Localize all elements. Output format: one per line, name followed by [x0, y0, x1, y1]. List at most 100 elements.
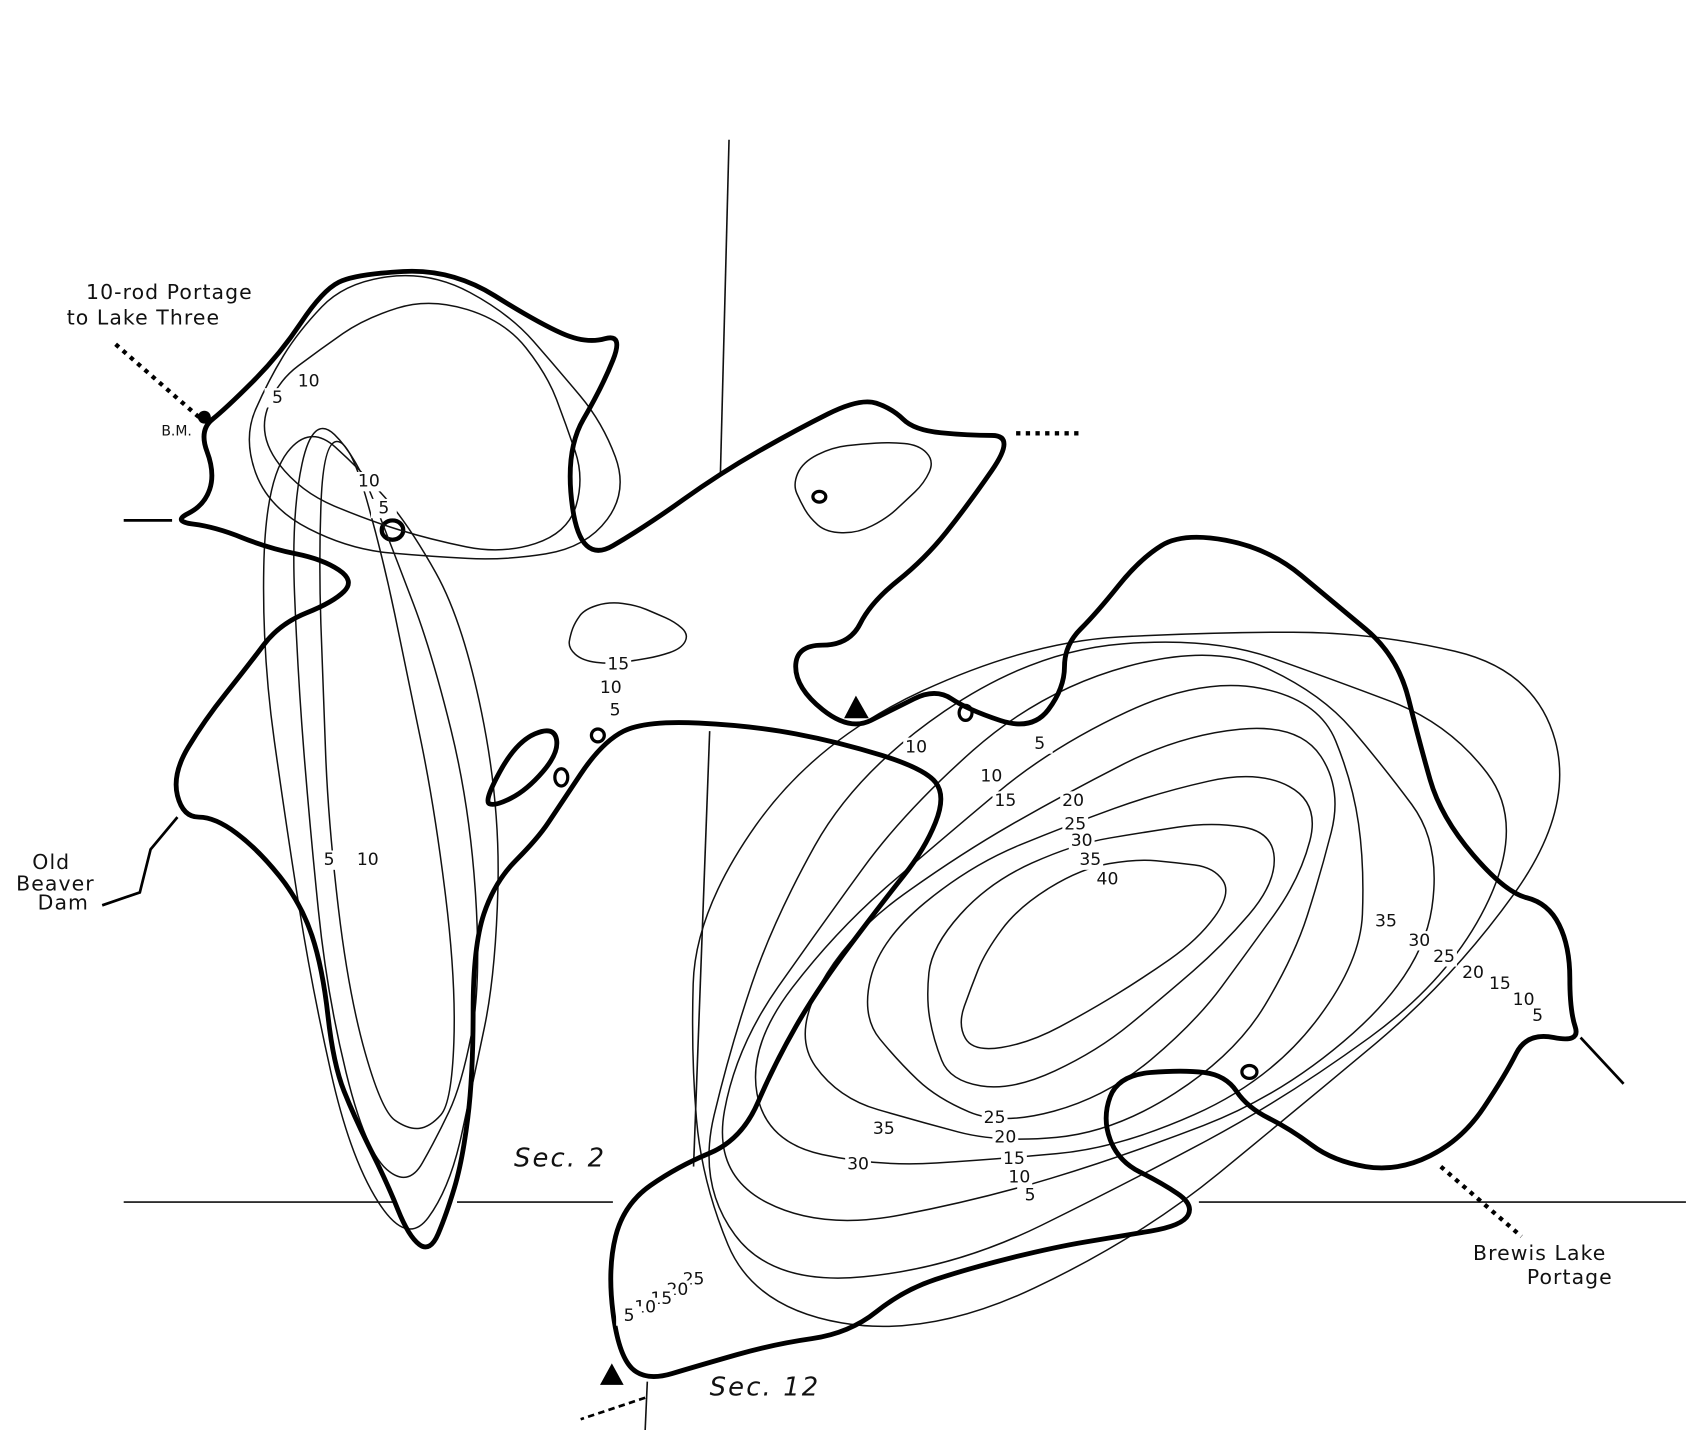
depth-label: 40 [1097, 870, 1119, 890]
depth-label: 10 [358, 472, 380, 492]
contour [708, 641, 1508, 1279]
label-bg [597, 678, 624, 698]
contour [804, 727, 1336, 1140]
label-bg [845, 1154, 871, 1175]
contour [568, 602, 688, 664]
label: 10-rod Portage [86, 280, 253, 304]
depth-label: 25 [1433, 947, 1455, 967]
section-line [719, 139, 730, 474]
label-bg [1431, 947, 1457, 967]
label-bg [264, 388, 291, 408]
depth-label: 10 [1513, 990, 1535, 1010]
depth-label: 10 [357, 850, 379, 870]
label-bg [354, 850, 381, 870]
depth-label: 5 [272, 388, 283, 408]
depth-label: 15 [1489, 974, 1511, 994]
label-bg [1524, 1006, 1551, 1026]
portage-trail [1439, 1164, 1523, 1239]
rock [811, 489, 828, 504]
label-bg [316, 850, 342, 870]
depth-label: 10 [1008, 1167, 1030, 1187]
label-bg [1026, 734, 1053, 754]
label-bg [1510, 990, 1537, 1010]
label-bg [1460, 963, 1486, 983]
label-bg [981, 1108, 1008, 1128]
contour [794, 442, 932, 534]
label: Dam [38, 891, 89, 915]
label-bg [1017, 1185, 1043, 1206]
depth-label: 30 [1071, 831, 1093, 851]
label: to Lake Three [67, 306, 220, 330]
label: Old [32, 850, 70, 874]
depth-label: 20 [994, 1128, 1016, 1148]
contour [721, 654, 1435, 1222]
triangle-marker [600, 1363, 624, 1385]
depth-label: 20 [1062, 791, 1084, 811]
triangle-marker [844, 695, 869, 719]
depth-label: 35 [1079, 850, 1101, 870]
depth-label: 5 [1034, 734, 1045, 754]
label: Brewis Lake [1473, 1241, 1606, 1265]
shoreline-path [173, 268, 1579, 1379]
symbols [101, 340, 1625, 1421]
depth-label: 35 [873, 1119, 895, 1139]
shoreline [173, 268, 1579, 1379]
contour [263, 302, 581, 551]
depth-label: 10 [980, 766, 1002, 786]
depth-label: 25 [984, 1108, 1006, 1128]
label-bg [1373, 911, 1399, 932]
label-bg [616, 1306, 642, 1326]
depth-label: 15 [607, 654, 629, 674]
inlet-arrow [580, 1396, 646, 1421]
label-bg [355, 472, 382, 492]
contour [293, 427, 479, 1178]
label-bg [1094, 869, 1121, 890]
label-bg [1068, 831, 1095, 851]
depth-label: 15 [994, 791, 1016, 811]
label-bg [605, 654, 632, 675]
contour [319, 440, 455, 1130]
beaver-dam-line [101, 816, 179, 907]
label: Sec. 12 [710, 1373, 821, 1403]
contour [960, 859, 1227, 1050]
inlet-arrow [1579, 1036, 1625, 1085]
island [485, 728, 560, 807]
depth-label: 25 [1064, 815, 1086, 835]
depth-label: 5 [610, 701, 621, 721]
rock [379, 518, 406, 542]
depth-label: 5 [378, 499, 389, 519]
depth-label: 10 [600, 678, 622, 698]
depth-label: 20 [1462, 963, 1484, 983]
label-bg [1487, 974, 1513, 994]
contour [248, 274, 621, 560]
rock [589, 727, 606, 744]
depth-label: 30 [1408, 931, 1430, 951]
label-bg [1060, 791, 1086, 811]
contour [866, 775, 1314, 1120]
label-bg [870, 1119, 897, 1139]
depth-label: 5 [324, 850, 335, 870]
depth-label: 10 [905, 737, 927, 757]
label: Sec. 2 [514, 1144, 606, 1174]
label-bg [992, 1127, 1019, 1148]
depth-label: 5 [1025, 1186, 1036, 1206]
rock [1240, 1063, 1259, 1081]
depth-label: 5 [1532, 1006, 1543, 1026]
label: B.M. [161, 423, 192, 439]
contours [248, 274, 1561, 1328]
label-bg [1001, 1149, 1027, 1169]
contour [691, 631, 1561, 1328]
label-bg [1077, 850, 1104, 870]
label-bg [1006, 1167, 1033, 1188]
map-labels: 10-rod Portage to Lake Three B.M. Old Be… [16, 280, 1612, 1403]
label-bg [992, 791, 1019, 811]
depth-label: 5 [624, 1306, 635, 1326]
label-bg [602, 701, 628, 721]
benchmark-dot [197, 410, 211, 424]
label-bg [1062, 814, 1089, 835]
label-bg [1406, 931, 1433, 951]
depth-label: 30 [847, 1154, 869, 1174]
label-bg [295, 372, 322, 392]
